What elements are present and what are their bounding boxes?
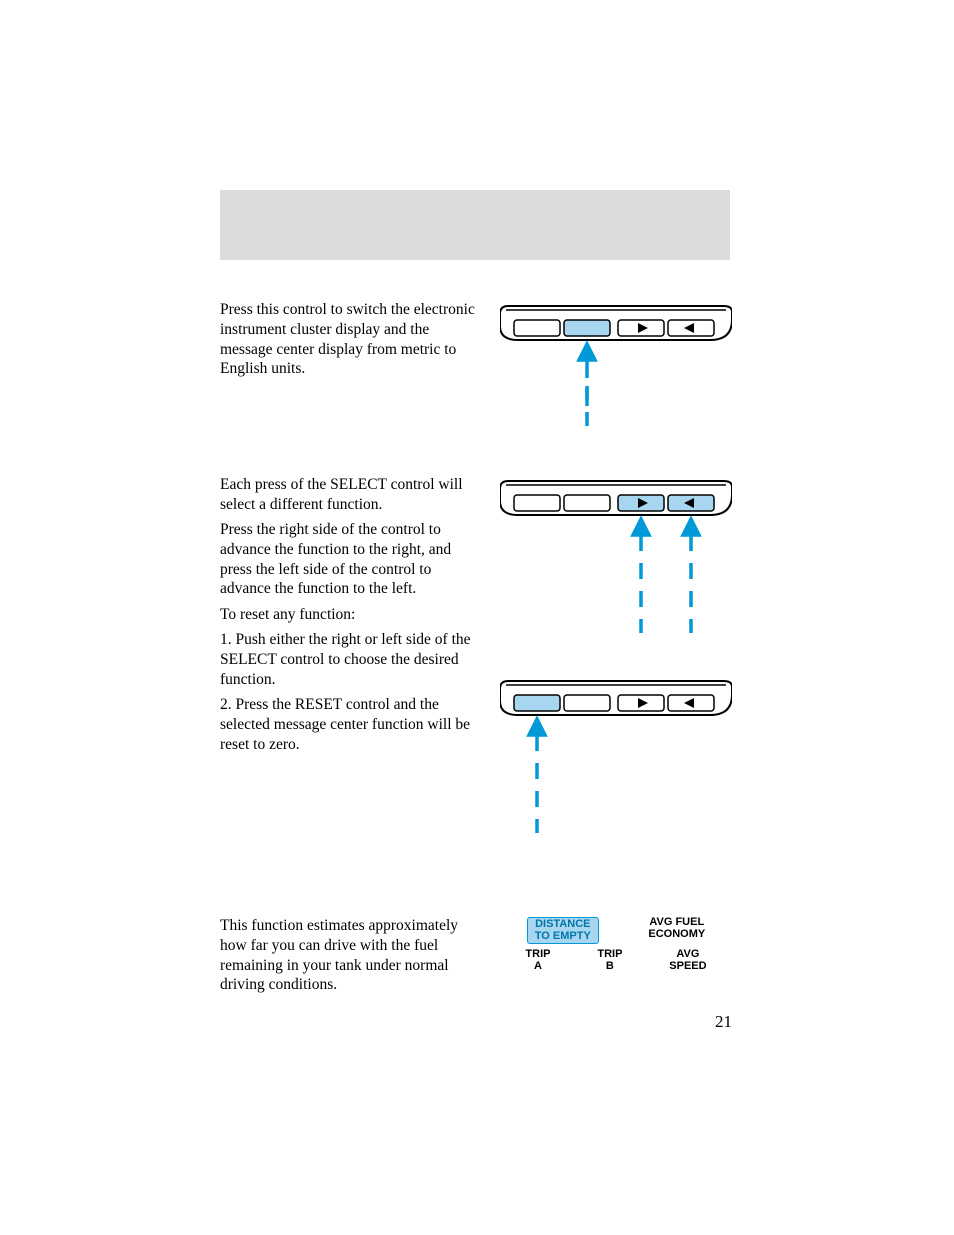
display-avg-speed: AVG SPEED bbox=[669, 949, 706, 972]
section2-p3: To reset any function: bbox=[220, 605, 480, 625]
section2-p1: Each press of the SELECT control will se… bbox=[220, 475, 480, 515]
section2-p2: Press the right side of the control to a… bbox=[220, 520, 480, 599]
display-trip-a: TRIP A bbox=[525, 949, 550, 972]
control-diagram-3 bbox=[500, 673, 732, 833]
display-panel: DISTANCE TO EMPTY AVG FUEL ECONOMY TRIP … bbox=[502, 917, 730, 1007]
display-distance: DISTANCE TO EMPTY bbox=[527, 917, 599, 944]
section3-body: This function estimates approximately ho… bbox=[220, 916, 480, 995]
display-avg-fuel: AVG FUEL ECONOMY bbox=[648, 917, 705, 944]
page-number: 21 bbox=[715, 1012, 732, 1032]
section2-p4: 1. Push either the right or left side of… bbox=[220, 630, 480, 689]
header-bar bbox=[220, 190, 730, 260]
control-diagram-1 bbox=[500, 298, 732, 438]
control-diagram-2 bbox=[500, 473, 732, 633]
display-trip-b: TRIP B bbox=[597, 949, 622, 972]
section2-p5: 2. Press the RESET control and the selec… bbox=[220, 695, 480, 754]
section1-body: Press this control to switch the electro… bbox=[220, 300, 480, 379]
